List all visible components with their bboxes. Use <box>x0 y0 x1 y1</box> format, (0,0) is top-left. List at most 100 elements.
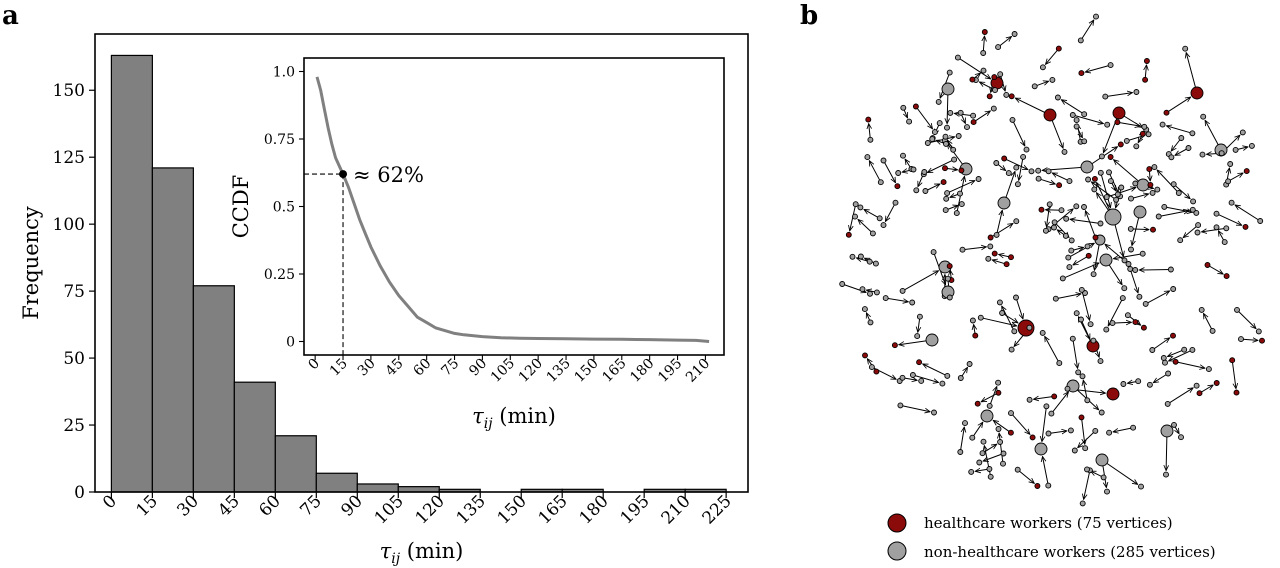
non-healthcare-vertex <box>873 289 880 296</box>
healthcare-vertex <box>986 93 993 100</box>
non-healthcare-vertex <box>1093 13 1099 20</box>
non-healthcare-vertex <box>1023 146 1030 153</box>
non-healthcare-vertex <box>867 290 873 297</box>
non-healthcare-vertex <box>1255 328 1262 335</box>
non-healthcare-vertex <box>1075 369 1082 376</box>
non-healthcare-vertex <box>1163 471 1169 478</box>
contact-edge <box>1216 213 1242 226</box>
healthcare-vertex <box>1163 109 1170 116</box>
non-healthcare-vertex <box>1142 300 1149 307</box>
healthcare-vertex <box>1147 181 1154 188</box>
non-healthcare-vertex <box>1164 400 1171 407</box>
non-healthcare-vertex <box>1048 410 1055 417</box>
healthcare-vertex <box>845 231 852 238</box>
non-healthcare-vertex <box>1000 460 1006 467</box>
non-healthcare-vertex <box>985 255 992 262</box>
contact-edge <box>885 297 909 302</box>
contact-edge <box>1047 204 1051 227</box>
contact-edge <box>1108 172 1119 192</box>
non-healthcare-vertex <box>1133 205 1147 219</box>
contact-network <box>839 13 1265 507</box>
non-healthcare-vertex <box>1232 146 1239 153</box>
non-healthcare-vertex <box>1026 324 1033 331</box>
contact-edge <box>1081 417 1085 444</box>
non-healthcare-vertex <box>942 133 949 140</box>
non-healthcare-vertex <box>1064 385 1071 392</box>
x-tick-label: 60 <box>255 491 284 520</box>
non-healthcare-vertex <box>1084 466 1090 473</box>
non-healthcare-vertex <box>1149 189 1156 196</box>
histogram-bar <box>233 381 276 493</box>
non-healthcare-vertex <box>1097 169 1104 176</box>
contact-edge <box>1072 114 1104 124</box>
non-healthcare-vertex <box>1054 94 1061 101</box>
healthcare-vertex <box>1190 86 1204 100</box>
non-healthcare-vertex <box>910 166 917 173</box>
non-healthcare-vertex <box>872 260 879 267</box>
non-healthcare-vertex <box>909 299 916 306</box>
non-healthcare-vertex <box>1138 483 1144 490</box>
non-healthcare-vertex <box>1189 346 1196 353</box>
non-healthcare-vertex <box>1181 346 1188 353</box>
non-healthcare-vertex <box>986 466 993 472</box>
contact-edge <box>1052 172 1070 182</box>
non-healthcare-vertex <box>1100 474 1107 481</box>
non-healthcare-vertex <box>916 313 923 320</box>
non-healthcare-vertex <box>987 473 994 480</box>
contact-edge <box>1152 338 1169 351</box>
contact-edge <box>1204 313 1214 332</box>
contact-edge <box>1130 194 1149 200</box>
inset-x-tick-label: 150 <box>572 356 602 386</box>
non-healthcare-vertex <box>1107 178 1114 185</box>
non-healthcare-vertex <box>1103 326 1110 333</box>
contact-edge <box>1167 388 1194 405</box>
non-healthcare-vertex <box>1085 176 1092 183</box>
non-healthcare-vertex <box>1052 295 1059 302</box>
non-healthcare-vertex <box>962 420 968 427</box>
non-healthcare-vertex <box>1014 466 1021 473</box>
inset-x-tick-label: 90 <box>466 356 490 380</box>
non-healthcare-vertex <box>1067 427 1074 434</box>
non-healthcare-vertex <box>944 190 951 197</box>
non-healthcare-vertex <box>1195 222 1202 229</box>
contact-edge <box>1157 170 1180 194</box>
non-healthcare-vertex <box>1178 135 1185 141</box>
inset-x-tick-label: 45 <box>383 356 407 380</box>
non-healthcare-vertex <box>1146 381 1153 388</box>
y-tick-label: 150 <box>53 81 85 101</box>
inset-x-tick-label: 195 <box>655 356 685 386</box>
legend-marker-healthcare <box>887 513 907 533</box>
healthcare-vertex <box>1107 154 1114 160</box>
x-tick-label: 45 <box>214 491 243 520</box>
non-healthcare-vertex <box>1193 382 1200 389</box>
healthcare-vertex <box>1043 108 1057 122</box>
healthcare-vertex <box>991 250 998 257</box>
non-healthcare-vertex <box>1043 403 1050 410</box>
non-healthcare-vertex <box>1092 427 1099 434</box>
healthcare-vertex <box>1223 273 1230 280</box>
non-healthcare-vertex <box>906 118 913 125</box>
inset-x-tick-label: 165 <box>599 356 629 386</box>
non-healthcare-vertex <box>1020 153 1027 160</box>
non-healthcare-vertex <box>1097 220 1104 227</box>
non-healthcare-vertex <box>953 210 960 217</box>
non-healthcare-vertex <box>944 372 951 379</box>
non-healthcare-vertex <box>1109 320 1116 327</box>
non-healthcare-vertex <box>1248 142 1255 149</box>
non-healthcare-vertex <box>1051 219 1058 226</box>
healthcare-vertex <box>1008 254 1014 261</box>
non-healthcare-vertex <box>999 310 1006 316</box>
healthcare-vertex <box>1007 429 1014 436</box>
non-healthcare-vertex <box>958 201 965 208</box>
healthcare-vertex <box>873 368 880 375</box>
non-healthcare-vertex <box>992 87 998 94</box>
non-healthcare-vertex <box>1000 450 1007 457</box>
histogram-bar <box>110 54 153 493</box>
non-healthcare-vertex <box>1120 381 1127 387</box>
contact-edge <box>923 364 948 377</box>
healthcare-vertex <box>1140 324 1147 331</box>
contact-edge <box>1080 20 1094 41</box>
non-healthcare-vertex <box>1123 137 1130 144</box>
non-healthcare-vertex <box>1139 250 1146 257</box>
contact-edge <box>1051 392 1068 414</box>
